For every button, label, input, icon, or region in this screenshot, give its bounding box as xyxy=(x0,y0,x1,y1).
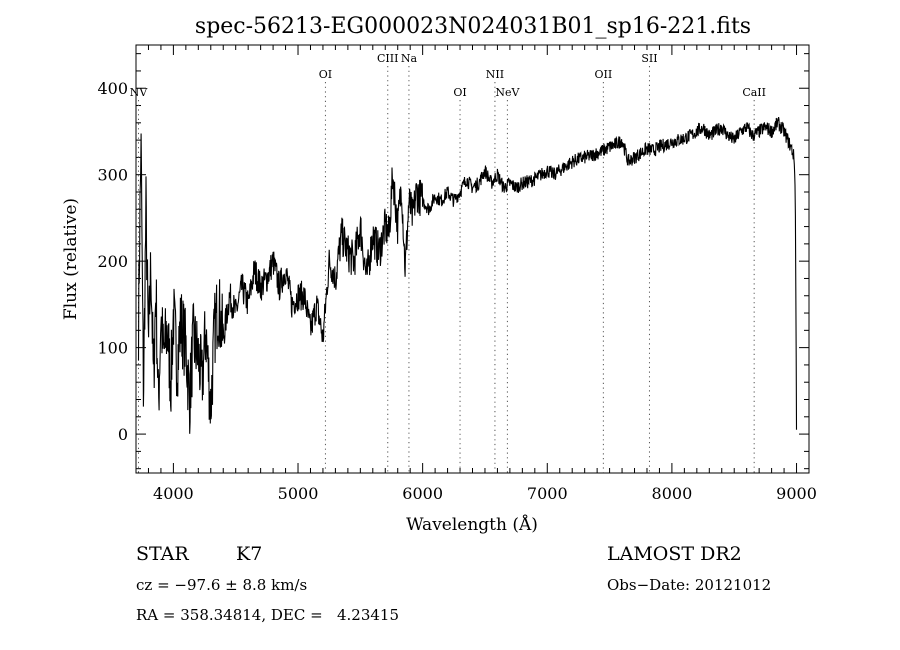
object-class: STAR xyxy=(136,543,189,565)
observation-date: Obs−Date: 20121012 xyxy=(607,576,771,594)
spectral-line-label: NV xyxy=(130,86,149,99)
spectral-line-label: NII xyxy=(486,68,504,81)
x-tick-label: 8000 xyxy=(652,484,693,503)
coordinates: RA = 358.34814, DEC = 4.23415 xyxy=(136,606,399,624)
x-tick-labels: 4000 5000 6000 7000 8000 9000 xyxy=(153,484,817,503)
spectral-line-markers xyxy=(137,66,755,473)
y-tick-label: 300 xyxy=(97,166,128,185)
y-tick-label: 0 xyxy=(118,425,128,444)
x-tick-label: 6000 xyxy=(402,484,443,503)
y-axis-title: Flux (relative) xyxy=(61,198,81,320)
y-tick-labels: 0 100 200 300 400 xyxy=(97,79,128,444)
spectral-line-label: CIII xyxy=(377,52,398,65)
spectral-line-label: CaII xyxy=(742,86,766,99)
x-tick-label: 4000 xyxy=(153,484,194,503)
x-tick-label: 5000 xyxy=(278,484,319,503)
spectral-line-labels: NV OI CIII Na OI NII NeV OII SII CaII xyxy=(130,52,766,99)
spectral-line-label: OI xyxy=(319,68,332,81)
x-axis-title: Wavelength (Å) xyxy=(406,514,538,535)
x-tick-label: 9000 xyxy=(776,484,817,503)
spectrum-line xyxy=(137,117,798,434)
spectral-line-label: Na xyxy=(401,52,418,65)
plot-frame xyxy=(135,44,810,474)
spectral-line-label: OII xyxy=(595,68,613,81)
y-tick-label: 200 xyxy=(97,252,128,271)
y-tick-label: 400 xyxy=(97,79,128,98)
tick-marks xyxy=(136,45,810,473)
spectral-line-label: OI xyxy=(453,86,466,99)
object-subclass: K7 xyxy=(236,543,262,565)
x-tick-label: 7000 xyxy=(527,484,568,503)
spectral-line-label: SII xyxy=(641,52,657,65)
redshift-value: cz = −97.6 ± 8.8 km/s xyxy=(136,576,307,594)
survey-name: LAMOST DR2 xyxy=(607,543,742,565)
spectral-line-label: NeV xyxy=(495,86,520,99)
chart-title: spec-56213-EG000023N024031B01_sp16-221.f… xyxy=(195,14,751,39)
y-tick-label: 100 xyxy=(97,339,128,358)
